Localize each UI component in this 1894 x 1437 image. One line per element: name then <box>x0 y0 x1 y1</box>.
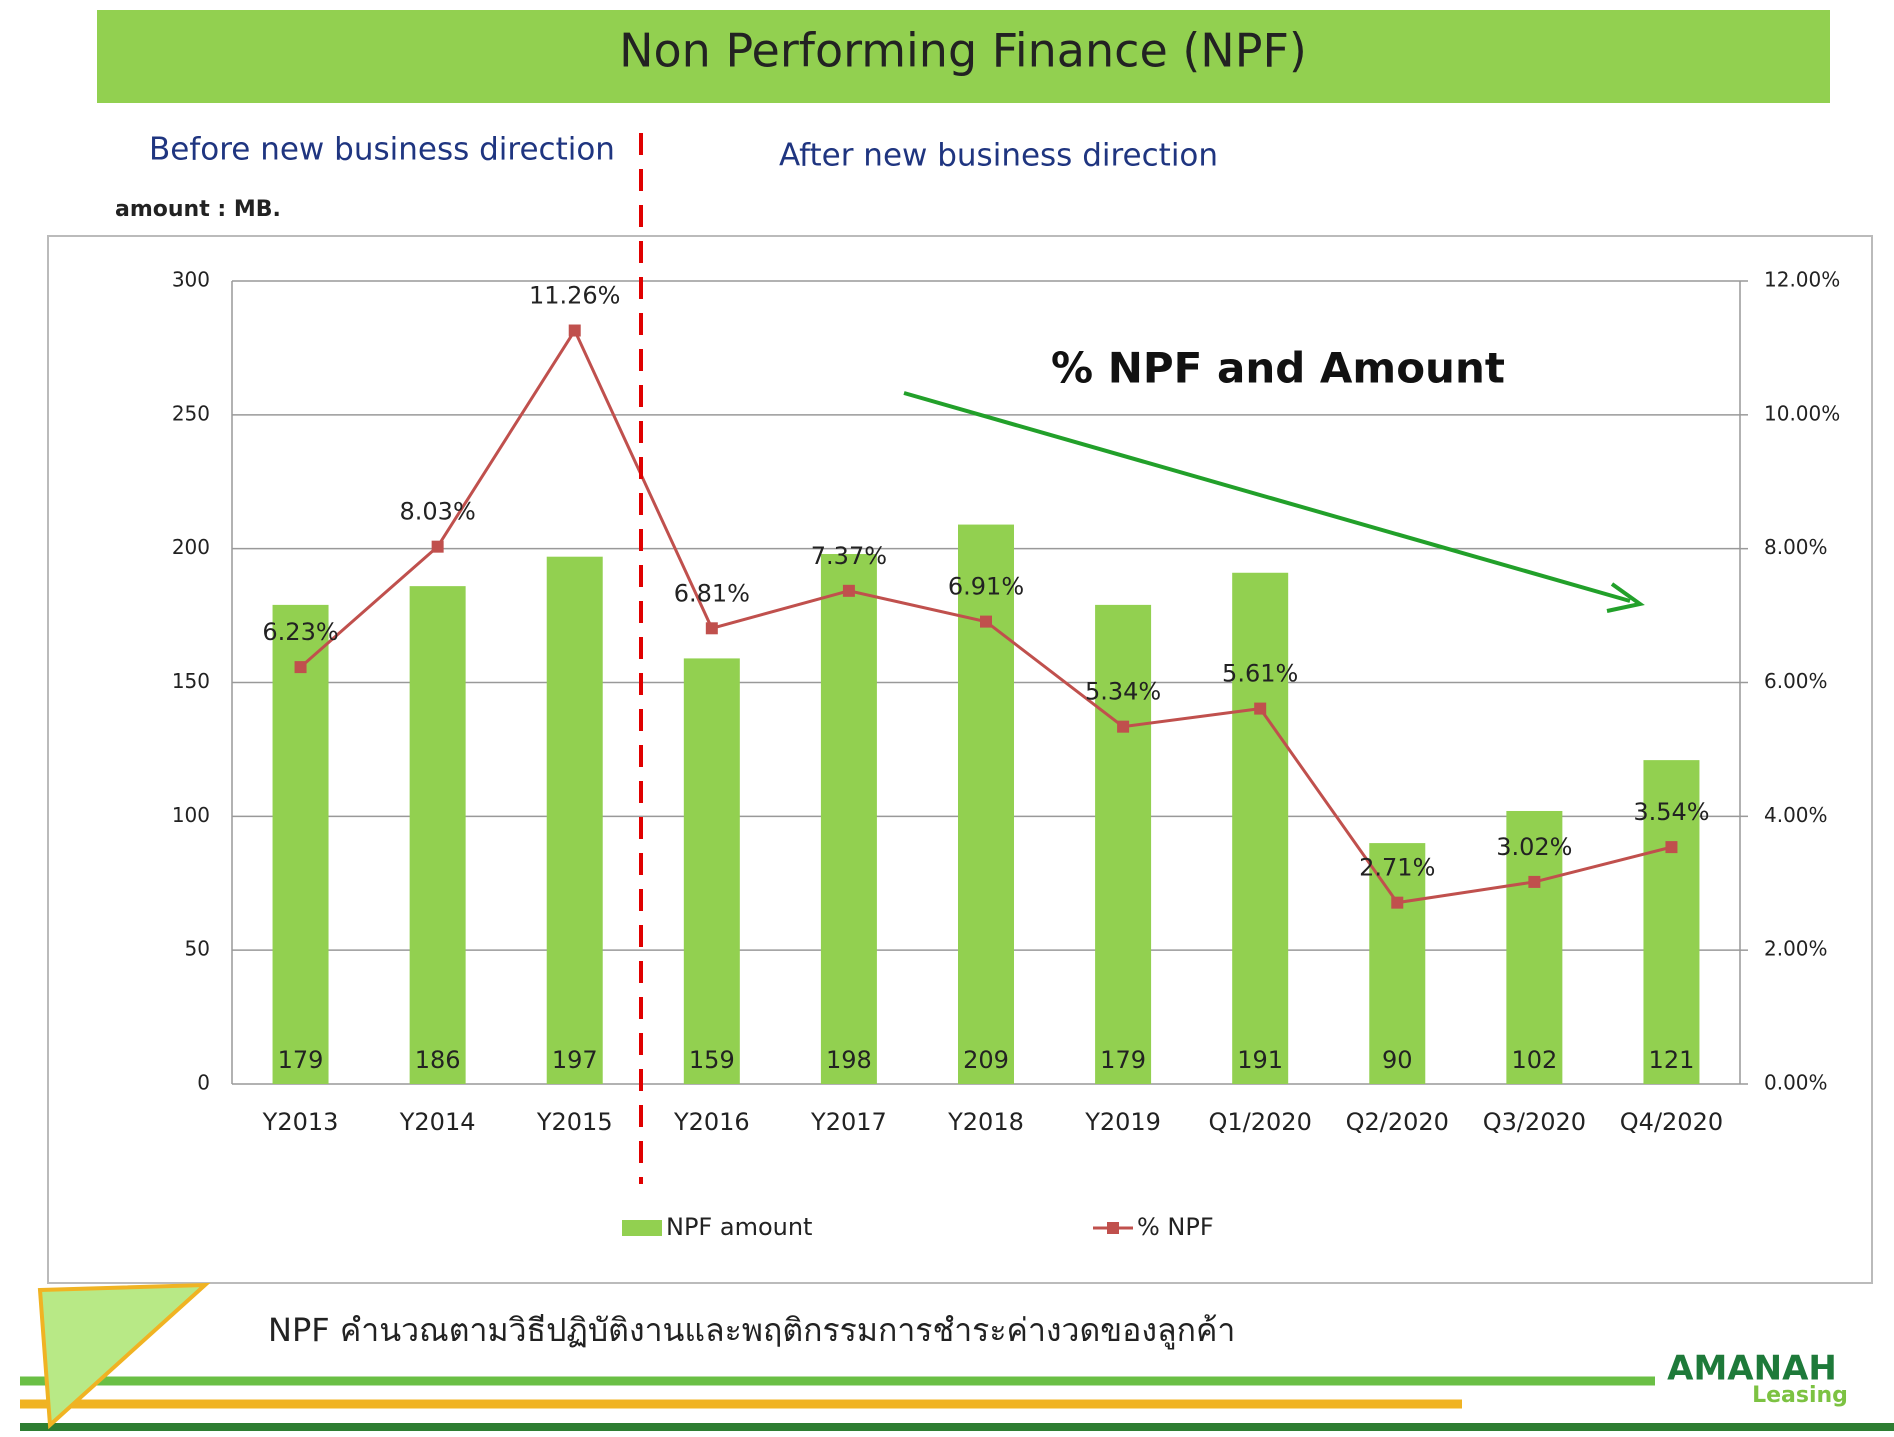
point-label: 7.37% <box>811 542 887 570</box>
marker <box>568 324 581 337</box>
marker <box>1117 720 1130 733</box>
x-tick-label: Q2/2020 <box>1346 1108 1449 1136</box>
point-label: 2.71% <box>1359 854 1435 882</box>
x-tick-label: Q3/2020 <box>1483 1108 1586 1136</box>
x-tick-label: Y2014 <box>399 1108 476 1136</box>
y-tick-label: 300 <box>172 268 210 292</box>
y-tick-label: 150 <box>172 669 210 693</box>
point-label: 8.03% <box>400 498 476 526</box>
point-label: 3.02% <box>1496 833 1572 861</box>
bar <box>1095 604 1152 1084</box>
point-label: 11.26% <box>529 282 621 310</box>
title-bar <box>97 10 1830 103</box>
bar <box>272 604 329 1084</box>
legend-label: NPF amount <box>666 1213 812 1241</box>
after-label: After new business direction <box>779 138 1218 174</box>
bar-label: 102 <box>1511 1046 1557 1074</box>
bar <box>546 556 603 1084</box>
trend-arrow <box>903 391 1631 603</box>
bar-label: 179 <box>278 1046 324 1074</box>
logo-sub: Leasing <box>1752 1383 1848 1408</box>
footer-note: NPF คำนวณตามวิธีปฏิบัติงานและพฤติกรรมการ… <box>268 1311 1235 1350</box>
y2-tick-label: 8.00% <box>1764 535 1828 559</box>
legend-swatch <box>622 1220 662 1236</box>
y2-tick-label: 12.00% <box>1764 268 1840 292</box>
bar <box>1369 843 1426 1084</box>
marker <box>980 615 992 628</box>
legend-label: % NPF <box>1137 1213 1214 1241</box>
point-label: 3.54% <box>1633 798 1709 826</box>
marker <box>294 661 307 674</box>
bar <box>409 586 466 1084</box>
unit-label: amount : MB. <box>115 197 281 222</box>
bar-label: 159 <box>689 1046 735 1074</box>
x-tick-label: Y2019 <box>1084 1108 1161 1136</box>
marker <box>1528 875 1541 888</box>
x-tick-label: Q4/2020 <box>1620 1108 1723 1136</box>
bar-label: 179 <box>1100 1046 1146 1074</box>
y2-tick-label: 2.00% <box>1764 937 1828 961</box>
bar-label: 197 <box>552 1046 598 1074</box>
bar-label: 209 <box>963 1046 1009 1074</box>
marker <box>1665 841 1678 854</box>
y2-tick-label: 4.00% <box>1764 803 1828 827</box>
x-tick-label: Y2013 <box>262 1108 339 1136</box>
title: Non Performing Finance (NPF) <box>619 24 1307 78</box>
y-tick-label: 200 <box>172 535 210 559</box>
bar-label: 121 <box>1649 1046 1695 1074</box>
x-tick-label: Y2016 <box>673 1108 750 1136</box>
point-label: 6.81% <box>674 579 750 607</box>
bar <box>1643 760 1700 1084</box>
bar <box>958 524 1014 1084</box>
legend-swatch <box>1107 1222 1119 1234</box>
point-label: 6.91% <box>948 573 1024 601</box>
bar <box>1506 810 1563 1084</box>
marker <box>1391 896 1404 909</box>
x-tick-label: Y2018 <box>947 1108 1024 1136</box>
before-label: Before new business direction <box>149 132 615 168</box>
bar <box>683 658 740 1084</box>
point-label: 6.23% <box>262 618 338 646</box>
x-tick-label: Q1/2020 <box>1209 1108 1312 1136</box>
bar-label: 191 <box>1237 1046 1283 1074</box>
marker <box>705 622 718 635</box>
chart-frame <box>47 235 1873 1284</box>
y2-tick-label: 10.00% <box>1764 401 1840 425</box>
y-tick-label: 50 <box>185 937 210 961</box>
marker <box>431 540 444 553</box>
arrow-head <box>1606 582 1645 613</box>
y2-tick-label: 6.00% <box>1764 669 1828 693</box>
marker <box>1254 702 1267 715</box>
bar-label: 186 <box>415 1046 461 1074</box>
point-label: 5.61% <box>1222 660 1298 688</box>
bar-label: 198 <box>826 1046 872 1074</box>
y2-tick-label: 0.00% <box>1764 1071 1828 1095</box>
marker <box>842 584 855 597</box>
x-tick-label: Y2017 <box>810 1108 887 1136</box>
y-tick-label: 0 <box>197 1071 210 1095</box>
logo: AMANAH <box>1667 1349 1837 1389</box>
y-tick-label: 250 <box>172 401 210 425</box>
point-label: 5.34% <box>1085 678 1161 706</box>
bar-label: 90 <box>1382 1046 1413 1074</box>
bar <box>820 554 877 1084</box>
bar <box>1232 572 1289 1084</box>
x-tick-label: Y2015 <box>536 1108 613 1136</box>
y-tick-label: 100 <box>172 803 210 827</box>
plot: 0 50 100 150 200 250 300 0.00% 2.00% 4.00% 6.00% 8.… <box>172 268 1840 1242</box>
annotation: % NPF and Amount <box>1051 344 1505 393</box>
badge <box>37 1282 211 1430</box>
